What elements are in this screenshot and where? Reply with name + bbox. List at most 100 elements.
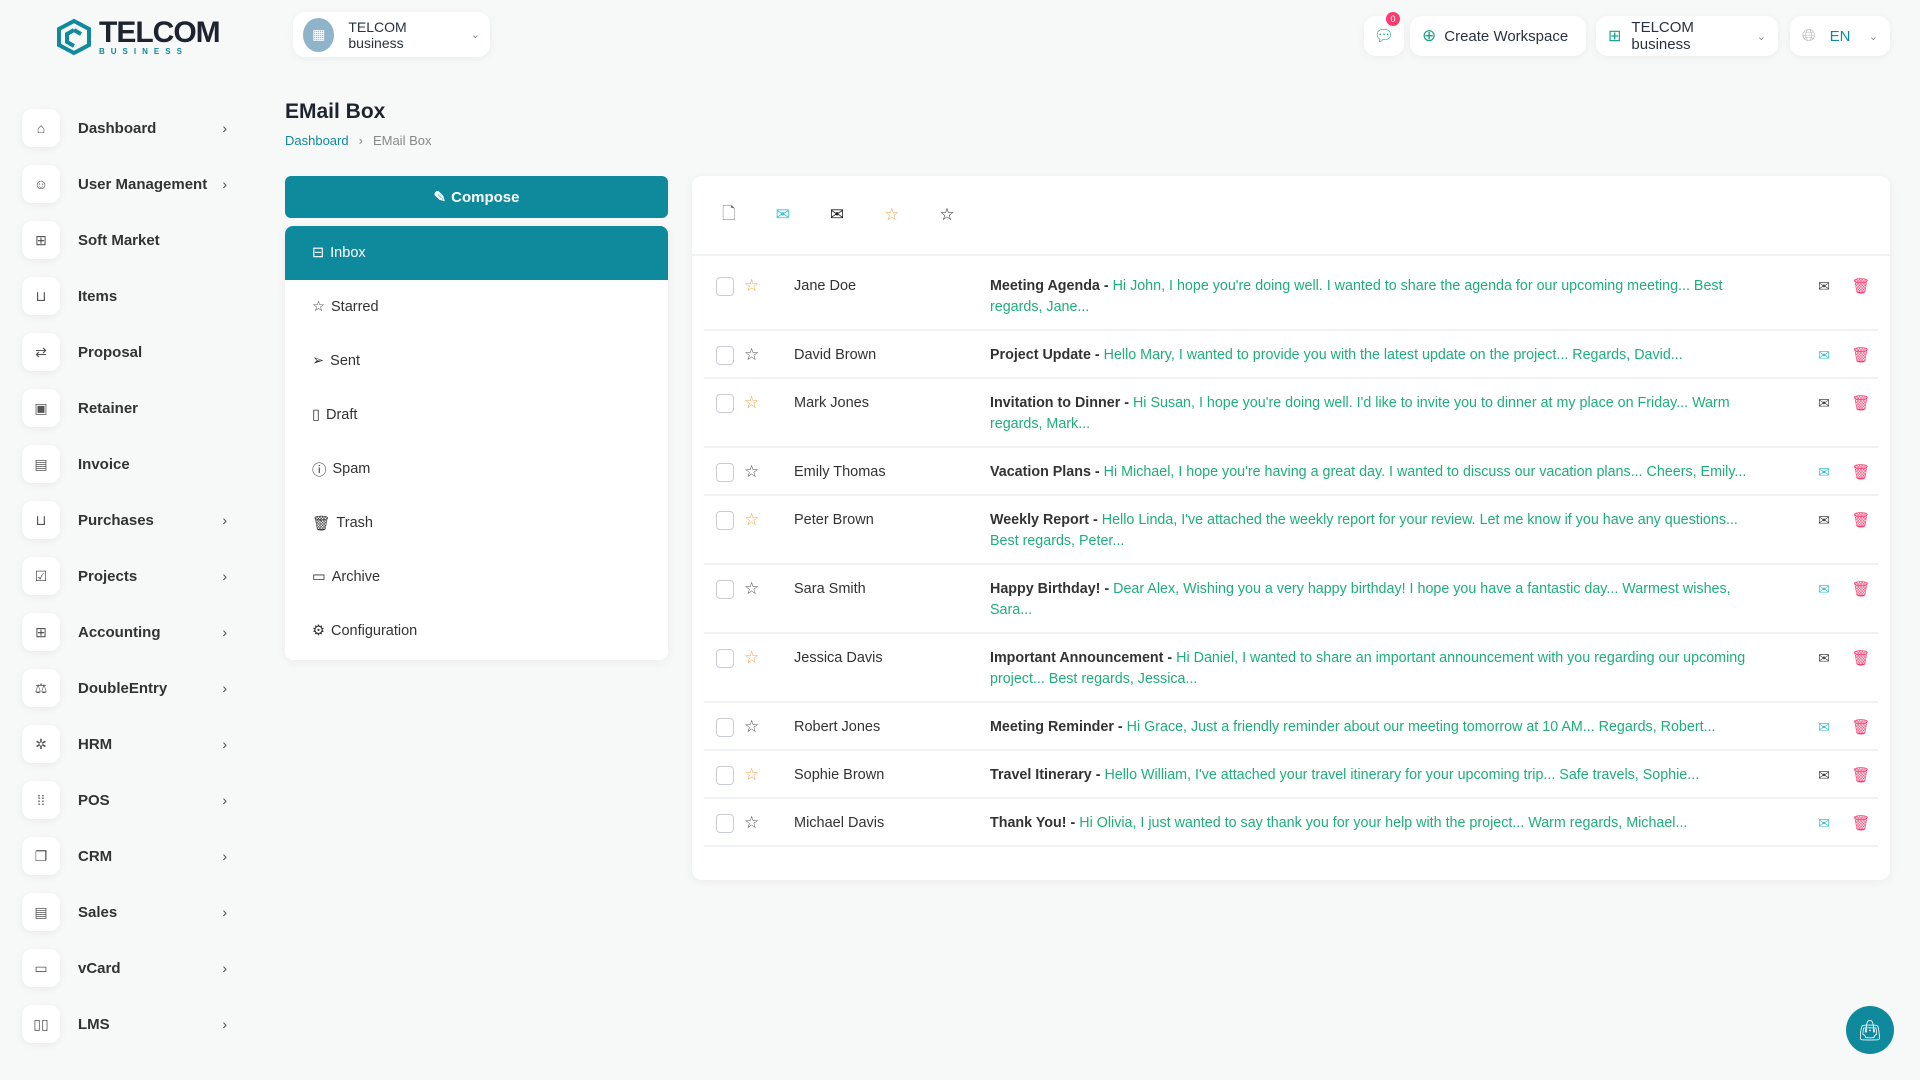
sidebar-item-purchases[interactable]: ⊔ Purchases › xyxy=(22,492,237,548)
starred-icon[interactable]: ☆ xyxy=(744,510,760,529)
email-row[interactable]: ☆ David Brown Project Update - Hello Mary,… xyxy=(704,331,1878,379)
email-summary[interactable]: Happy Birthday! - Dear Alex, Wishing you… xyxy=(990,579,1750,621)
folder-starred[interactable]: ☆ Starred xyxy=(285,280,668,334)
email-summary[interactable]: Travel Itinerary - Hello William, I've a… xyxy=(990,765,1750,786)
sidebar-item-dashboard[interactable]: ⌂ Dashboard › xyxy=(22,100,237,156)
email-summary[interactable]: Vacation Plans - Hi Michael, I hope you'… xyxy=(990,462,1750,483)
delete-icon[interactable]: 🗑︎ xyxy=(1851,650,1871,667)
star-icon[interactable]: ☆ xyxy=(744,462,760,481)
mark-unread-icon[interactable]: ✉︎ xyxy=(1818,278,1830,294)
sidebar-item-projects[interactable]: ☑ Projects › xyxy=(22,548,237,604)
select-checkbox[interactable] xyxy=(716,766,734,785)
mark-unread-icon[interactable]: ✉︎ xyxy=(1818,650,1830,666)
mark-unread-icon[interactable]: ✉︎ xyxy=(775,205,790,224)
sidebar-item-pos[interactable]: ⁞⁞ POS › xyxy=(22,772,237,828)
email-row[interactable]: ☆ Jane Doe Meeting Agenda - Hi John, I hop… xyxy=(704,262,1878,331)
email-row[interactable]: ☆ Mark Jones Invitation to Dinner - Hi Sus… xyxy=(704,379,1878,448)
compose-button[interactable]: ✎ Compose xyxy=(285,176,668,218)
email-summary[interactable]: Meeting Agenda - Hi John, I hope you're … xyxy=(990,276,1750,318)
email-summary[interactable]: Project Update - Hello Mary, I wanted to… xyxy=(990,345,1750,366)
select-checkbox[interactable] xyxy=(716,346,734,365)
unstar-icon[interactable]: ☆ xyxy=(939,205,955,224)
sidebar-item-soft-market[interactable]: ⊞ Soft Market xyxy=(22,212,237,268)
logo[interactable]: TELCOM BUSINESS xyxy=(55,17,221,56)
star-icon[interactable]: ☆ xyxy=(744,813,760,832)
select-checkbox[interactable] xyxy=(716,394,734,413)
starred-icon[interactable]: ☆ xyxy=(744,765,760,784)
business-selector[interactable]: ⊞ TELCOM business ⌄ xyxy=(1596,16,1778,56)
star-icon[interactable]: ☆ xyxy=(744,579,760,598)
folder-inbox[interactable]: ⊟ Inbox xyxy=(285,226,668,280)
delete-icon[interactable]: 🗑︎ xyxy=(1851,767,1871,784)
starred-icon[interactable]: ☆ xyxy=(744,648,760,667)
breadcrumb-dashboard[interactable]: Dashboard xyxy=(285,133,349,148)
cart-button[interactable]: 👜︎ xyxy=(1846,1006,1894,1054)
delete-icon[interactable]: 🗑︎ xyxy=(1851,815,1871,832)
mark-read-icon[interactable]: ✉︎ xyxy=(829,205,845,224)
sidebar-item-sales[interactable]: ▤ Sales › xyxy=(22,884,237,940)
sidebar-item-items[interactable]: ⊔ Items xyxy=(22,268,237,324)
email-row[interactable]: ☆ Jessica Davis Important Announcement - H… xyxy=(704,634,1878,703)
email-summary[interactable]: Invitation to Dinner - Hi Susan, I hope … xyxy=(990,393,1750,435)
sidebar-item-lms[interactable]: ▯▯ LMS › xyxy=(22,996,237,1052)
mark-read-icon[interactable]: ✉︎ xyxy=(1818,347,1830,363)
mark-unread-icon[interactable]: ✉︎ xyxy=(1818,395,1830,411)
sidebar-item-label: Sales xyxy=(78,903,118,921)
sidebar-item-retainer[interactable]: ▣ Retainer xyxy=(22,380,237,436)
mark-read-icon[interactable]: ✉︎ xyxy=(1818,581,1830,597)
mark-read-icon[interactable]: ✉︎ xyxy=(1818,815,1830,831)
language-selector[interactable]: 🌐︎ EN ⌄ xyxy=(1790,16,1890,56)
email-summary[interactable]: Meeting Reminder - Hi Grace, Just a frie… xyxy=(990,717,1750,738)
delete-icon[interactable]: 🗑︎ xyxy=(1851,581,1871,598)
folder-sent[interactable]: ➢ Sent xyxy=(285,334,668,388)
email-row[interactable]: ☆ Robert Jones Meeting Reminder - Hi Grace… xyxy=(704,703,1878,751)
workspace-selector[interactable]: ▦ TELCOM business ⌄ xyxy=(293,12,490,57)
email-summary[interactable]: Weekly Report - Hello Linda, I've attach… xyxy=(990,510,1750,552)
folder-configuration[interactable]: ⚙ Configuration xyxy=(285,604,668,658)
starred-icon[interactable]: ☆ xyxy=(744,276,760,295)
select-checkbox[interactable] xyxy=(716,649,734,668)
delete-icon[interactable]: 🗑︎ xyxy=(1851,347,1871,364)
select-checkbox[interactable] xyxy=(716,814,734,833)
select-checkbox[interactable] xyxy=(716,718,734,737)
sidebar-item-vcard[interactable]: ▭ vCard › xyxy=(22,940,237,996)
email-summary[interactable]: Thank You! - Hi Olivia, I just wanted to… xyxy=(990,813,1750,834)
folder-archive[interactable]: ▭ Archive xyxy=(285,550,668,604)
select-checkbox[interactable] xyxy=(716,511,734,530)
delete-icon[interactable]: 🗑︎ xyxy=(1851,395,1871,412)
mark-read-icon[interactable]: ✉︎ xyxy=(1818,464,1830,480)
select-checkbox[interactable] xyxy=(716,580,734,599)
sidebar-item-accounting[interactable]: ⊞ Accounting › xyxy=(22,604,237,660)
folder-draft[interactable]: ▯ Draft xyxy=(285,388,668,442)
create-workspace-button[interactable]: ⊕ Create Workspace xyxy=(1410,16,1586,56)
email-row[interactable]: ☆ Peter Brown Weekly Report - Hello Linda,… xyxy=(704,496,1878,565)
messages-button[interactable]: 💬︎ 0 xyxy=(1364,12,1404,56)
select-checkbox[interactable] xyxy=(716,277,734,296)
star-icon[interactable]: ☆ xyxy=(884,205,900,224)
star-icon[interactable]: ☆ xyxy=(744,717,760,736)
select-checkbox[interactable] xyxy=(716,463,734,482)
sidebar-item-invoice[interactable]: ▤ Invoice xyxy=(22,436,237,492)
refresh-file-icon[interactable]: 🗋︎ xyxy=(722,203,736,223)
email-row[interactable]: ☆ Michael Davis Thank You! - Hi Olivia, I … xyxy=(704,799,1878,847)
sidebar-item-doubleentry[interactable]: ⚖ DoubleEntry › xyxy=(22,660,237,716)
sidebar-item-proposal[interactable]: ⇄ Proposal xyxy=(22,324,237,380)
email-summary[interactable]: Important Announcement - Hi Daniel, I wa… xyxy=(990,648,1750,690)
email-row[interactable]: ☆ Sophie Brown Travel Itinerary - Hello Wi… xyxy=(704,751,1878,799)
folder-trash[interactable]: 🗑 Trash xyxy=(285,496,668,550)
email-row[interactable]: ☆ Sara Smith Happy Birthday! - Dear Alex, … xyxy=(704,565,1878,634)
sidebar-item-crm[interactable]: ❐ CRM › xyxy=(22,828,237,884)
mark-read-icon[interactable]: ✉︎ xyxy=(1818,719,1830,735)
delete-icon[interactable]: 🗑︎ xyxy=(1851,464,1871,481)
sidebar-item-user-management[interactable]: ☺ User Management › xyxy=(22,156,237,212)
mark-unread-icon[interactable]: ✉︎ xyxy=(1818,767,1830,783)
delete-icon[interactable]: 🗑︎ xyxy=(1851,512,1871,529)
folder-spam[interactable]: ⓘ Spam xyxy=(285,442,668,496)
mark-unread-icon[interactable]: ✉︎ xyxy=(1818,512,1830,528)
email-row[interactable]: ☆ Emily Thomas Vacation Plans - Hi Michael… xyxy=(704,448,1878,496)
delete-icon[interactable]: 🗑︎ xyxy=(1851,719,1871,736)
sidebar-item-hrm[interactable]: ✲ HRM › xyxy=(22,716,237,772)
star-icon[interactable]: ☆ xyxy=(744,345,760,364)
starred-icon[interactable]: ☆ xyxy=(744,393,760,412)
delete-icon[interactable]: 🗑︎ xyxy=(1851,278,1871,295)
